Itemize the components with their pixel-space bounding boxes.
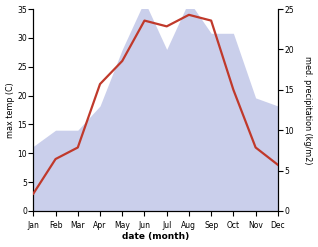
Y-axis label: med. precipitation (kg/m2): med. precipitation (kg/m2) — [303, 56, 313, 164]
Y-axis label: max temp (C): max temp (C) — [5, 82, 15, 138]
X-axis label: date (month): date (month) — [122, 232, 189, 242]
